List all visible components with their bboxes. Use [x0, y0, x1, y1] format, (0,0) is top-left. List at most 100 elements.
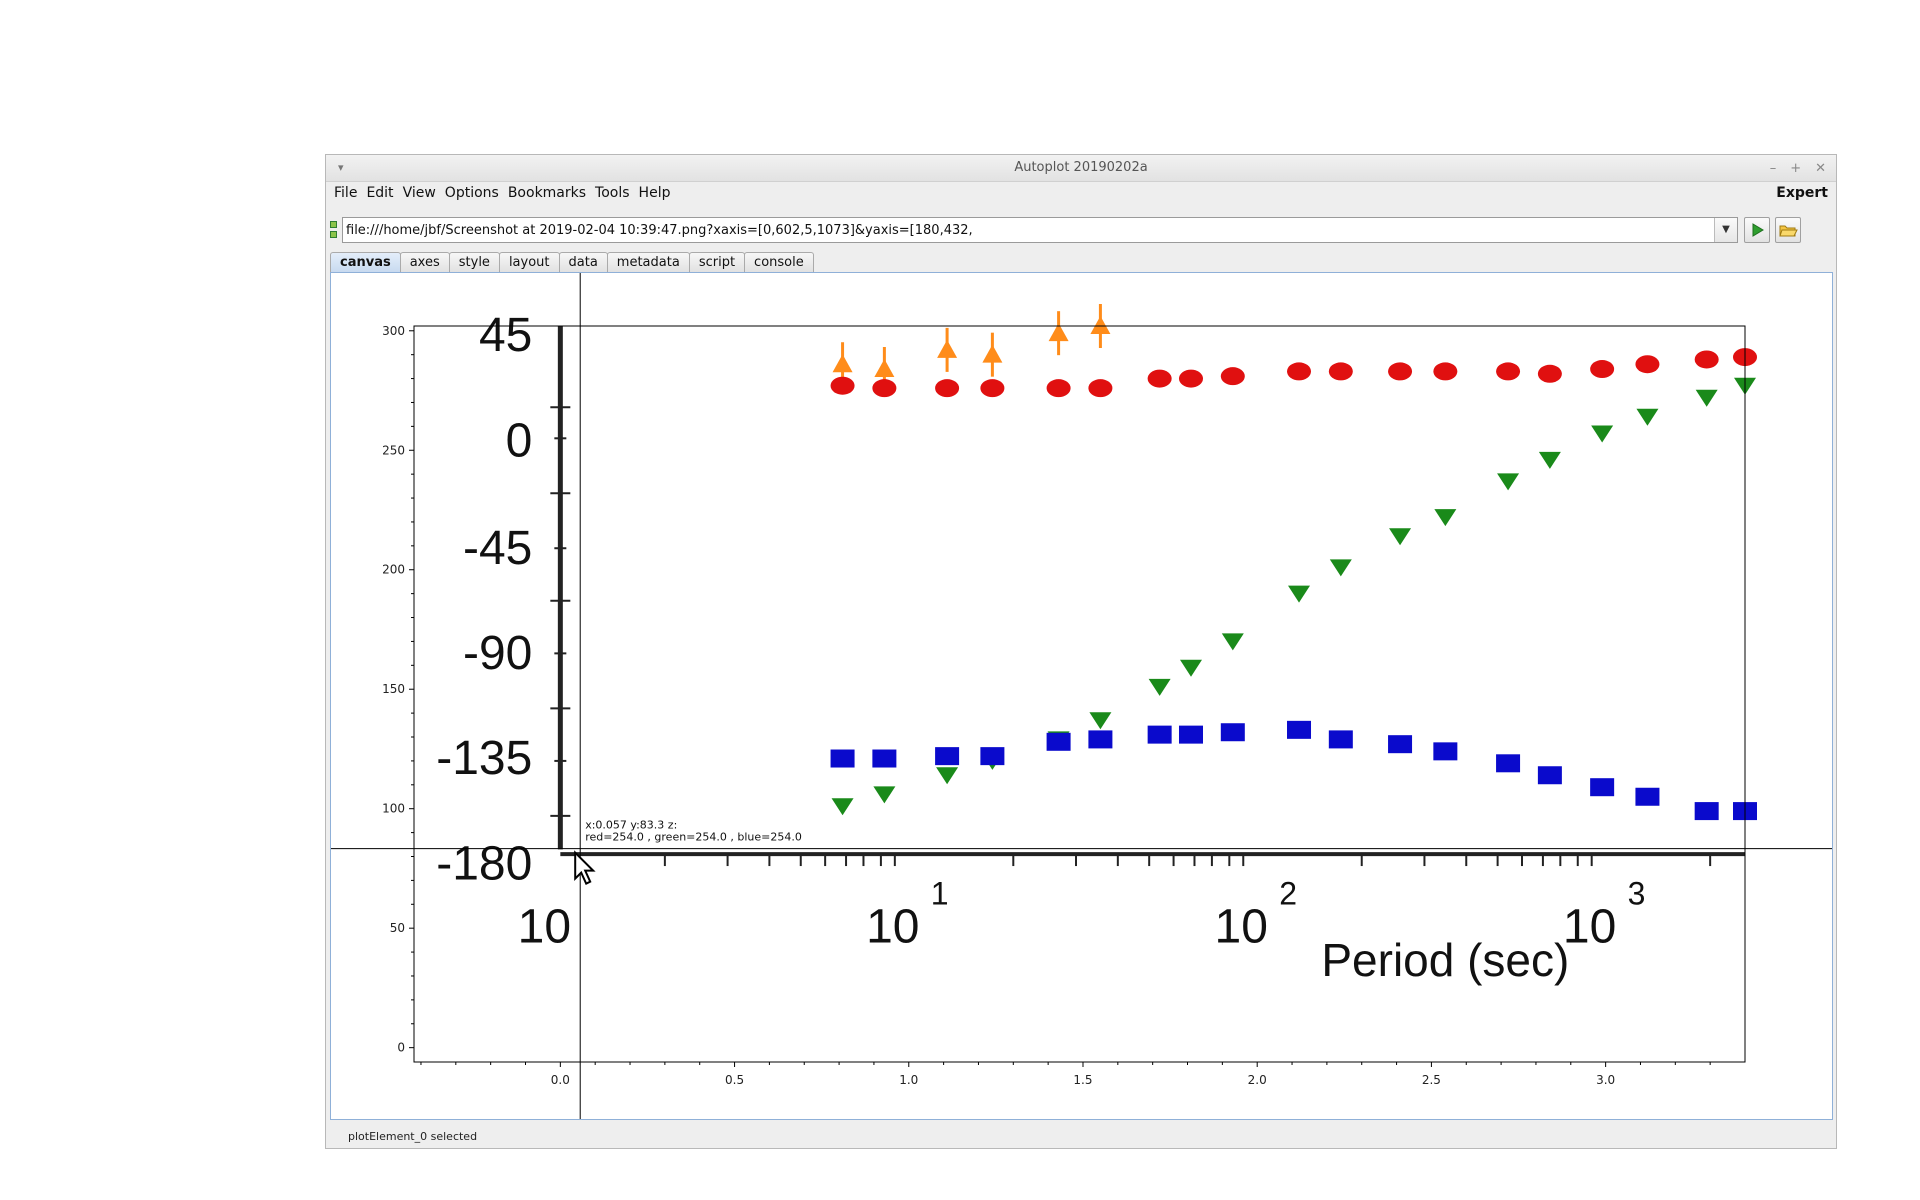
- series-blue-point: [1496, 754, 1521, 773]
- plot-svg[interactable]: 45 0 -45 -90 -135 -180 10 10 1 10 2 10 3 Period (sec)…: [331, 273, 1832, 1119]
- title-bar[interactable]: ▾ Autoplot 20190202a – + ✕: [326, 155, 1836, 182]
- series-green-point: [1434, 509, 1457, 527]
- menu-bookmarks[interactable]: Bookmarks: [507, 185, 587, 201]
- x-tick-label: 2.0: [1248, 1073, 1267, 1087]
- series-green-point: [1389, 528, 1412, 546]
- series-red-point: [1433, 362, 1458, 381]
- menu-file[interactable]: File: [334, 185, 358, 201]
- y-tick-label: 150: [382, 682, 405, 696]
- embedded-x-tick-label: 10: [518, 901, 571, 954]
- series-orange-point: [832, 354, 853, 373]
- series-green-point: [1538, 451, 1561, 469]
- series-blue-point: [935, 747, 960, 766]
- menu-view[interactable]: View: [402, 185, 436, 201]
- status-text: plotElement_0 selected: [348, 1130, 478, 1143]
- series-red-point: [1388, 362, 1413, 381]
- tab-layout[interactable]: layout: [498, 252, 560, 272]
- series-blue-point: [1388, 735, 1413, 754]
- series-green-point: [1148, 678, 1171, 696]
- x-tick-label: 0.0: [551, 1073, 570, 1087]
- embedded-x-tick-label: 10: [1563, 901, 1616, 954]
- window-title: Autoplot 20190202a: [1014, 160, 1148, 175]
- series-orange-point: [1090, 316, 1111, 334]
- y-tick-label: 0: [397, 1041, 405, 1055]
- menu-options[interactable]: Options: [444, 185, 499, 201]
- series-green-point: [1636, 408, 1659, 426]
- tab-canvas[interactable]: canvas: [330, 252, 401, 272]
- tab-bar: canvas axes style layout data metadata s…: [330, 252, 814, 272]
- data-marks-layer: [830, 304, 1757, 821]
- series-blue-point: [1147, 725, 1172, 744]
- close-icon[interactable]: ✕: [1815, 160, 1826, 176]
- chevron-down-icon[interactable]: ▼: [1714, 218, 1737, 242]
- open-file-button[interactable]: [1775, 217, 1801, 243]
- series-red-point: [1220, 367, 1245, 386]
- series-blue-point: [830, 749, 855, 768]
- series-blue-point: [1088, 730, 1113, 749]
- series-green-point: [1221, 633, 1244, 651]
- embedded-image-layer: 45 0 -45 -90 -135 -180 10 10 1 10 2 10 3 Period (sec): [436, 309, 1745, 986]
- run-button[interactable]: [1744, 217, 1770, 243]
- y-tick-label: 100: [382, 802, 405, 816]
- folder-open-icon: [1779, 225, 1798, 237]
- crosshair-coords: x:0.057 y:83.3 z:: [585, 819, 677, 832]
- menu-edit[interactable]: Edit: [366, 185, 394, 201]
- series-red-point: [1635, 355, 1660, 374]
- series-blue-point: [1287, 720, 1312, 739]
- series-red-point: [830, 376, 855, 395]
- series-orange-point: [1048, 323, 1069, 342]
- series-red-point: [1147, 369, 1172, 388]
- mouse-pointer-icon: [574, 850, 596, 885]
- series-blue-point: [1635, 787, 1660, 806]
- embedded-y-tick-label: -180: [436, 837, 532, 890]
- tab-style[interactable]: style: [448, 252, 500, 272]
- series-red-point: [872, 379, 897, 398]
- tab-data[interactable]: data: [558, 252, 608, 272]
- window-controls: – + ✕: [1770, 155, 1826, 181]
- series-green-point: [1497, 473, 1520, 491]
- series-blue-point: [1537, 766, 1562, 785]
- expert-menu[interactable]: Expert: [1776, 185, 1828, 201]
- embedded-y-tick-label: 45: [479, 309, 532, 362]
- x-tick-label: 1.0: [899, 1073, 918, 1087]
- series-red-point: [1328, 362, 1353, 381]
- plot-frame: [413, 325, 1746, 1063]
- series-blue-point: [1046, 732, 1071, 751]
- tab-axes[interactable]: axes: [399, 252, 450, 272]
- tab-metadata[interactable]: metadata: [606, 252, 690, 272]
- status-indicator-icon: [330, 221, 337, 239]
- uri-input[interactable]: [343, 218, 1713, 242]
- window-menu-icon[interactable]: ▾: [338, 161, 344, 174]
- tab-console[interactable]: console: [744, 252, 814, 272]
- series-blue-point: [980, 747, 1005, 766]
- y-tick-label: 50: [390, 921, 405, 935]
- series-green-point: [1179, 659, 1202, 677]
- menu-help[interactable]: Help: [638, 185, 671, 201]
- x-tick-label: 1.5: [1073, 1073, 1092, 1087]
- series-green-point: [1288, 585, 1311, 603]
- embedded-x-axis-label: Period (sec): [1321, 934, 1569, 986]
- series-red-point: [935, 379, 960, 398]
- x-tick-label: 2.5: [1422, 1073, 1441, 1087]
- embedded-x-tick-exponent: 2: [1279, 875, 1297, 911]
- tab-script[interactable]: script: [688, 252, 746, 272]
- series-green-point: [1089, 712, 1112, 730]
- x-tick-label: 0.5: [725, 1073, 744, 1087]
- series-green-point: [1329, 559, 1352, 577]
- series-green-point: [936, 767, 959, 785]
- series-blue-point: [1328, 730, 1353, 749]
- address-bar: ▼: [342, 217, 1738, 243]
- series-blue-point: [1590, 778, 1615, 797]
- embedded-x-tick-label: 10: [866, 901, 919, 954]
- series-red-point: [1046, 379, 1071, 398]
- crosshair-rgb: red=254.0 , green=254.0 , blue=254.0: [585, 831, 802, 844]
- series-green-point: [1591, 425, 1614, 443]
- embedded-x-tick-exponent: 1: [931, 875, 949, 911]
- minimize-icon[interactable]: –: [1769, 160, 1777, 176]
- maximize-icon[interactable]: +: [1790, 160, 1802, 176]
- menu-tools[interactable]: Tools: [595, 185, 630, 201]
- series-orange-point: [982, 344, 1003, 363]
- series-blue-point: [1433, 742, 1458, 761]
- embedded-y-tick-label: -45: [463, 522, 532, 575]
- plot-canvas[interactable]: 45 0 -45 -90 -135 -180 10 10 1 10 2 10 3 Period (sec)…: [330, 272, 1833, 1120]
